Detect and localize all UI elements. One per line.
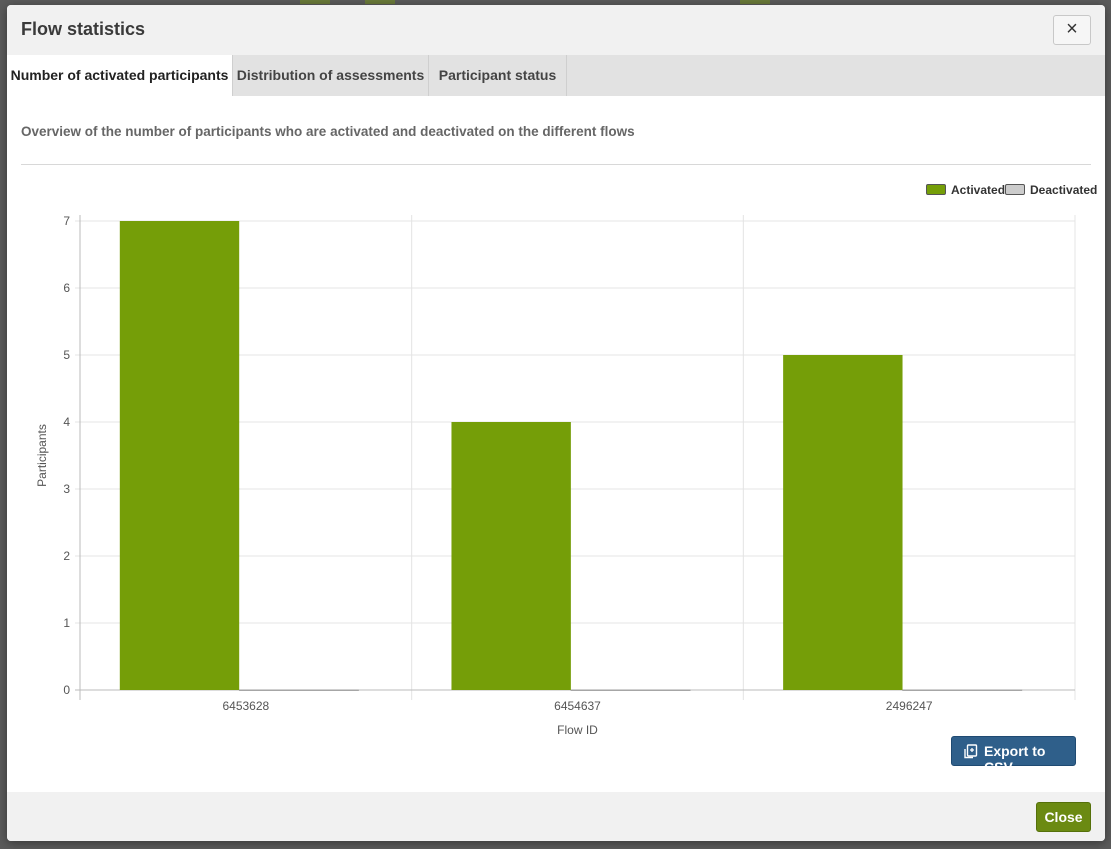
y-tick-label: 6 [63,281,70,295]
close-button[interactable]: Close [1036,802,1091,832]
chart-description: Overview of the number of participants w… [21,124,635,139]
bar-deactivated-2496247 [902,689,1023,691]
export-button-label: Export to CSV [984,743,1046,775]
participants-bar-chart: 0 1 2 3 4 5 6 7 6453628 6454637 2496247 Flow ID Part… [35,214,1076,735]
y-tick-label: 0 [63,683,70,697]
bar-deactivated-6454637 [570,689,691,691]
y-tick-label: 5 [63,348,70,362]
tab-distribution-of-assessments[interactable]: Distribution of assessments [233,55,429,96]
legend-label-activated: Activated [951,183,1006,197]
tab-participant-status[interactable]: Participant status [429,55,567,96]
modal-title: Flow statistics [21,19,146,39]
x-axis-title: Flow ID [557,723,598,735]
x-tick-label: 6454637 [554,699,601,713]
modal-footer [7,792,1105,841]
export-icon [964,744,978,759]
export-to-csv-button[interactable]: Export to CSV [951,736,1076,775]
y-tick-label: 2 [63,549,70,563]
background-element [365,0,395,4]
background-element [300,0,330,4]
x-tick-label: 6453628 [222,699,269,713]
legend-label-deactivated: Deactivated [1030,183,1098,197]
bar-deactivated-6453628 [238,689,359,691]
divider [21,164,1091,165]
modal-header: Flow statistics × [7,5,1105,55]
close-icon[interactable]: × [1053,15,1091,45]
legend-swatch-deactivated[interactable] [1005,184,1025,195]
bar-activated-6453628 [119,221,240,690]
tab-bar: Number of activated participants Distrib… [7,55,1105,96]
y-tick-label: 7 [63,214,70,228]
flow-statistics-modal: Flow statistics × Number of activated pa… [7,5,1105,841]
x-tick-label: 2496247 [886,699,933,713]
y-tick-label: 1 [63,616,70,630]
y-tick-label: 3 [63,482,70,496]
legend-swatch-activated[interactable] [926,184,946,195]
y-tick-label: 4 [63,415,70,429]
background-element [740,0,770,4]
y-axis-title: Participants [35,424,49,487]
bar-activated-6454637 [451,422,571,690]
bar-activated-2496247 [783,355,903,690]
tab-activated-participants[interactable]: Number of activated participants [7,55,233,96]
